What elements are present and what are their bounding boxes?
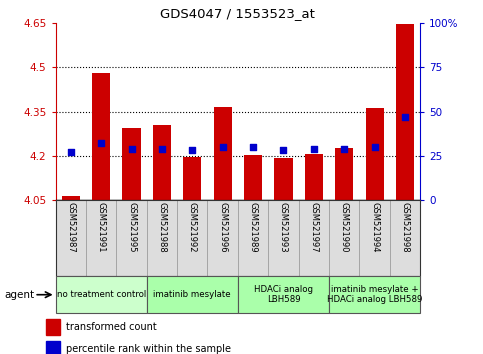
- Bar: [86, 200, 116, 276]
- Text: GSM521993: GSM521993: [279, 202, 288, 253]
- Bar: [116, 200, 147, 276]
- Text: GSM521994: GSM521994: [370, 202, 379, 253]
- Point: [280, 148, 287, 153]
- Bar: [359, 200, 390, 276]
- Bar: [56, 276, 147, 313]
- Text: GSM521995: GSM521995: [127, 202, 136, 253]
- Text: agent: agent: [5, 290, 35, 300]
- Text: GSM521992: GSM521992: [188, 202, 197, 253]
- Bar: [366, 108, 384, 200]
- Bar: [177, 200, 208, 276]
- Point: [310, 146, 318, 152]
- Bar: [56, 200, 86, 276]
- Point: [341, 146, 348, 152]
- Title: GDS4047 / 1553523_at: GDS4047 / 1553523_at: [160, 7, 315, 21]
- Text: GSM521998: GSM521998: [400, 202, 410, 253]
- Point: [249, 144, 257, 150]
- Point: [371, 144, 379, 150]
- Text: GSM521996: GSM521996: [218, 202, 227, 253]
- Bar: [213, 107, 232, 200]
- Text: HDACi analog
LBH589: HDACi analog LBH589: [254, 285, 313, 304]
- Point: [219, 144, 227, 150]
- Text: imatinib mesylate: imatinib mesylate: [154, 290, 231, 299]
- Text: imatinib mesylate +
HDACi analog LBH589: imatinib mesylate + HDACi analog LBH589: [327, 285, 422, 304]
- Point: [401, 114, 409, 120]
- Bar: [46, 319, 60, 335]
- Point: [128, 146, 135, 152]
- Text: GSM521991: GSM521991: [97, 202, 106, 253]
- Text: GSM521989: GSM521989: [249, 202, 257, 253]
- Bar: [238, 200, 268, 276]
- Bar: [268, 200, 298, 276]
- Bar: [335, 148, 354, 200]
- Text: GSM521997: GSM521997: [309, 202, 318, 253]
- Text: GSM521987: GSM521987: [66, 202, 75, 253]
- Bar: [147, 200, 177, 276]
- Bar: [122, 128, 141, 200]
- Bar: [274, 158, 293, 200]
- Bar: [238, 276, 329, 313]
- Text: no treatment control: no treatment control: [57, 290, 146, 299]
- Bar: [329, 276, 420, 313]
- Text: percentile rank within the sample: percentile rank within the sample: [67, 344, 231, 354]
- Point: [97, 141, 105, 146]
- Bar: [147, 276, 238, 313]
- Text: transformed count: transformed count: [67, 321, 157, 332]
- Bar: [183, 156, 201, 200]
- Bar: [153, 125, 171, 200]
- Bar: [298, 200, 329, 276]
- Bar: [305, 154, 323, 200]
- Bar: [208, 200, 238, 276]
- Bar: [244, 155, 262, 200]
- Point: [67, 149, 74, 155]
- Text: GSM521988: GSM521988: [157, 202, 167, 253]
- Bar: [329, 200, 359, 276]
- Bar: [46, 341, 60, 354]
- Text: GSM521990: GSM521990: [340, 202, 349, 253]
- Bar: [62, 196, 80, 200]
- Point: [188, 148, 196, 153]
- Point: [158, 146, 166, 152]
- Bar: [390, 200, 420, 276]
- Bar: [92, 73, 110, 200]
- Bar: [396, 24, 414, 200]
